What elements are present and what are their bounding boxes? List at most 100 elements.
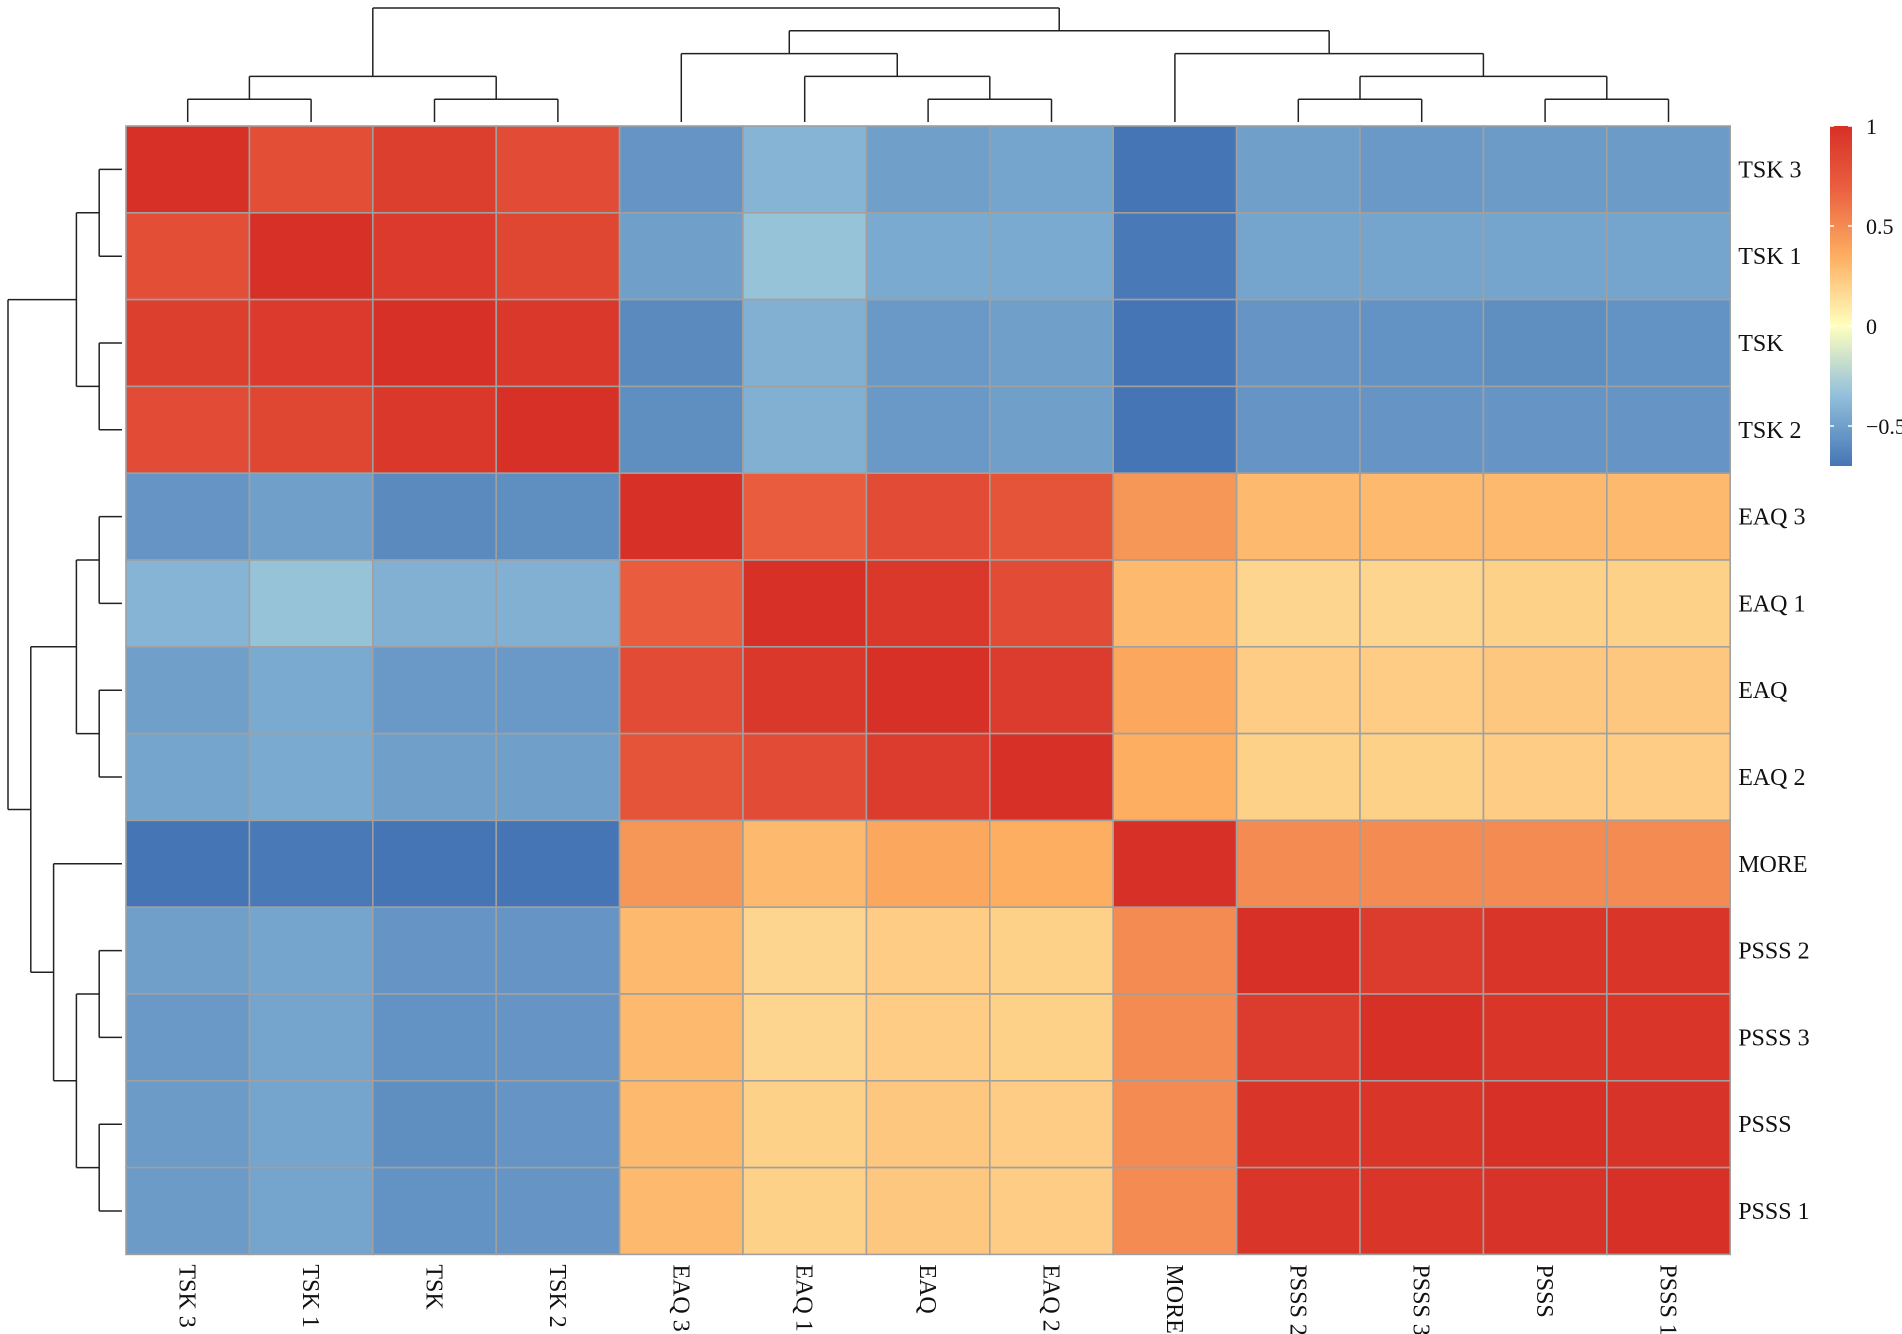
heatmap-cell: [865, 819, 991, 909]
heatmap-cell: [495, 1080, 621, 1169]
heatmap-cell: [1482, 125, 1608, 214]
heatmap-cell: [125, 906, 251, 995]
heatmap-cell: [865, 472, 991, 561]
heatmap-cell: [742, 212, 868, 301]
row-dendrogram: [7, 168, 122, 1212]
heatmap-cell: [125, 125, 251, 214]
color-scale-bar: [1830, 126, 1852, 466]
heatmap-cell: [742, 125, 868, 214]
column-label: TSK 3: [174, 1264, 200, 1327]
color-scale-legend: 1 0.5 0 −0.5: [1830, 114, 1902, 466]
heatmap-cell: [1235, 559, 1361, 648]
heatmap-cell: [1482, 472, 1608, 561]
heatmap-cell: [1606, 906, 1732, 995]
heatmap-cell: [1359, 1166, 1485, 1256]
heatmap-cell: [371, 993, 497, 1082]
heatmap-cell: [371, 819, 497, 909]
heatmap-cell: [248, 472, 374, 561]
heatmap-cell: [1359, 559, 1485, 648]
heatmap-cell: [1235, 732, 1361, 822]
heatmap-cell: [125, 212, 251, 301]
heatmap-cell: [742, 732, 868, 822]
heatmap-cell: [248, 559, 374, 648]
heatmap-cell: [865, 125, 991, 214]
heatmap-cell: [742, 298, 868, 388]
heatmap-cell: [1606, 819, 1732, 909]
heatmap-cell: [1112, 559, 1238, 648]
heatmap-cell: [125, 1166, 251, 1256]
heatmap-cell: [1359, 125, 1485, 214]
heatmap-cell: [1482, 212, 1608, 301]
heatmap-cell: [1112, 385, 1238, 474]
row-label: EAQ 2: [1738, 765, 1805, 791]
heatmap-cell: [1606, 385, 1732, 474]
heatmap-cell: [1112, 819, 1238, 909]
heatmap-cell: [1606, 125, 1732, 214]
column-label: TSK 2: [544, 1264, 570, 1327]
heatmap-cell: [1112, 212, 1238, 301]
heatmap-cell: [371, 298, 497, 388]
heatmap-cell: [125, 819, 251, 909]
heatmap-cell: [495, 993, 621, 1082]
row-label: PSSS 3: [1738, 1025, 1809, 1051]
heatmap-cell: [495, 645, 621, 735]
heatmap-cell: [125, 559, 251, 648]
heatmap-cell: [1235, 212, 1361, 301]
heatmap-cell: [1482, 645, 1608, 735]
heatmap-cell: [495, 559, 621, 648]
heatmap-cell: [1235, 385, 1361, 474]
heatmap-cell: [865, 212, 991, 301]
legend-tick-label: −0.5: [1866, 414, 1902, 439]
row-label: TSK: [1738, 331, 1784, 357]
heatmap-cell: [865, 732, 991, 822]
heatmap-cell: [1359, 645, 1485, 735]
heatmap-cell: [1482, 1080, 1608, 1169]
heatmap-cell: [618, 212, 744, 301]
heatmap-cell: [371, 385, 497, 474]
heatmap-cell: [248, 906, 374, 995]
heatmap-cell: [1359, 906, 1485, 995]
legend-tick-label: 1: [1866, 114, 1877, 139]
heatmap-cell: [1482, 819, 1608, 909]
heatmap-cell: [248, 212, 374, 301]
heatmap-cell: [618, 385, 744, 474]
column-label: PSSS: [1531, 1264, 1557, 1317]
heatmap-cell: [495, 1166, 621, 1256]
row-label: PSSS 2: [1738, 939, 1809, 965]
heatmap-cell: [1606, 645, 1732, 735]
heatmap-cell: [1359, 819, 1485, 909]
heatmap-cell: [1482, 1166, 1608, 1256]
heatmap-cell: [742, 472, 868, 561]
heatmap-cell: [495, 125, 621, 214]
heatmap-cell: [371, 906, 497, 995]
heatmap-cell: [125, 645, 251, 735]
heatmap-cell: [865, 298, 991, 388]
heatmap-cell: [248, 298, 374, 388]
column-label: PSSS 3: [1408, 1264, 1434, 1334]
column-labels: TSK 3 TSK 1 TSK TSK 2 EAQ 3 EAQ 1 EAQ EAQ 2 MORE…: [174, 1264, 1681, 1334]
heatmap-cell: [125, 298, 251, 388]
heatmap-cell: [618, 125, 744, 214]
heatmap-cell: [371, 1166, 497, 1256]
row-label: EAQ 3: [1738, 505, 1805, 531]
heatmap-cell: [1482, 298, 1608, 388]
heatmap-cell: [1112, 993, 1238, 1082]
legend-tick-label: 0: [1866, 314, 1877, 339]
heatmap-cell: [371, 125, 497, 214]
heatmap-cell: [988, 212, 1114, 301]
heatmap-cell: [1235, 298, 1361, 388]
heatmap-cell: [495, 472, 621, 561]
heatmap-cell: [125, 1080, 251, 1169]
row-label: EAQ 1: [1738, 591, 1805, 617]
column-label: TSK 1: [297, 1264, 323, 1327]
column-label: PSSS 2: [1284, 1264, 1310, 1334]
heatmap-cell: [248, 819, 374, 909]
heatmap-cell: [1606, 559, 1732, 648]
heatmap-cell: [742, 993, 868, 1082]
heatmap-cell: [742, 645, 868, 735]
heatmap-cell: [865, 1080, 991, 1169]
heatmap-cell: [988, 298, 1114, 388]
heatmap-cell: [1359, 732, 1485, 822]
heatmap-cell: [988, 472, 1114, 561]
heatmap-cell: [618, 559, 744, 648]
